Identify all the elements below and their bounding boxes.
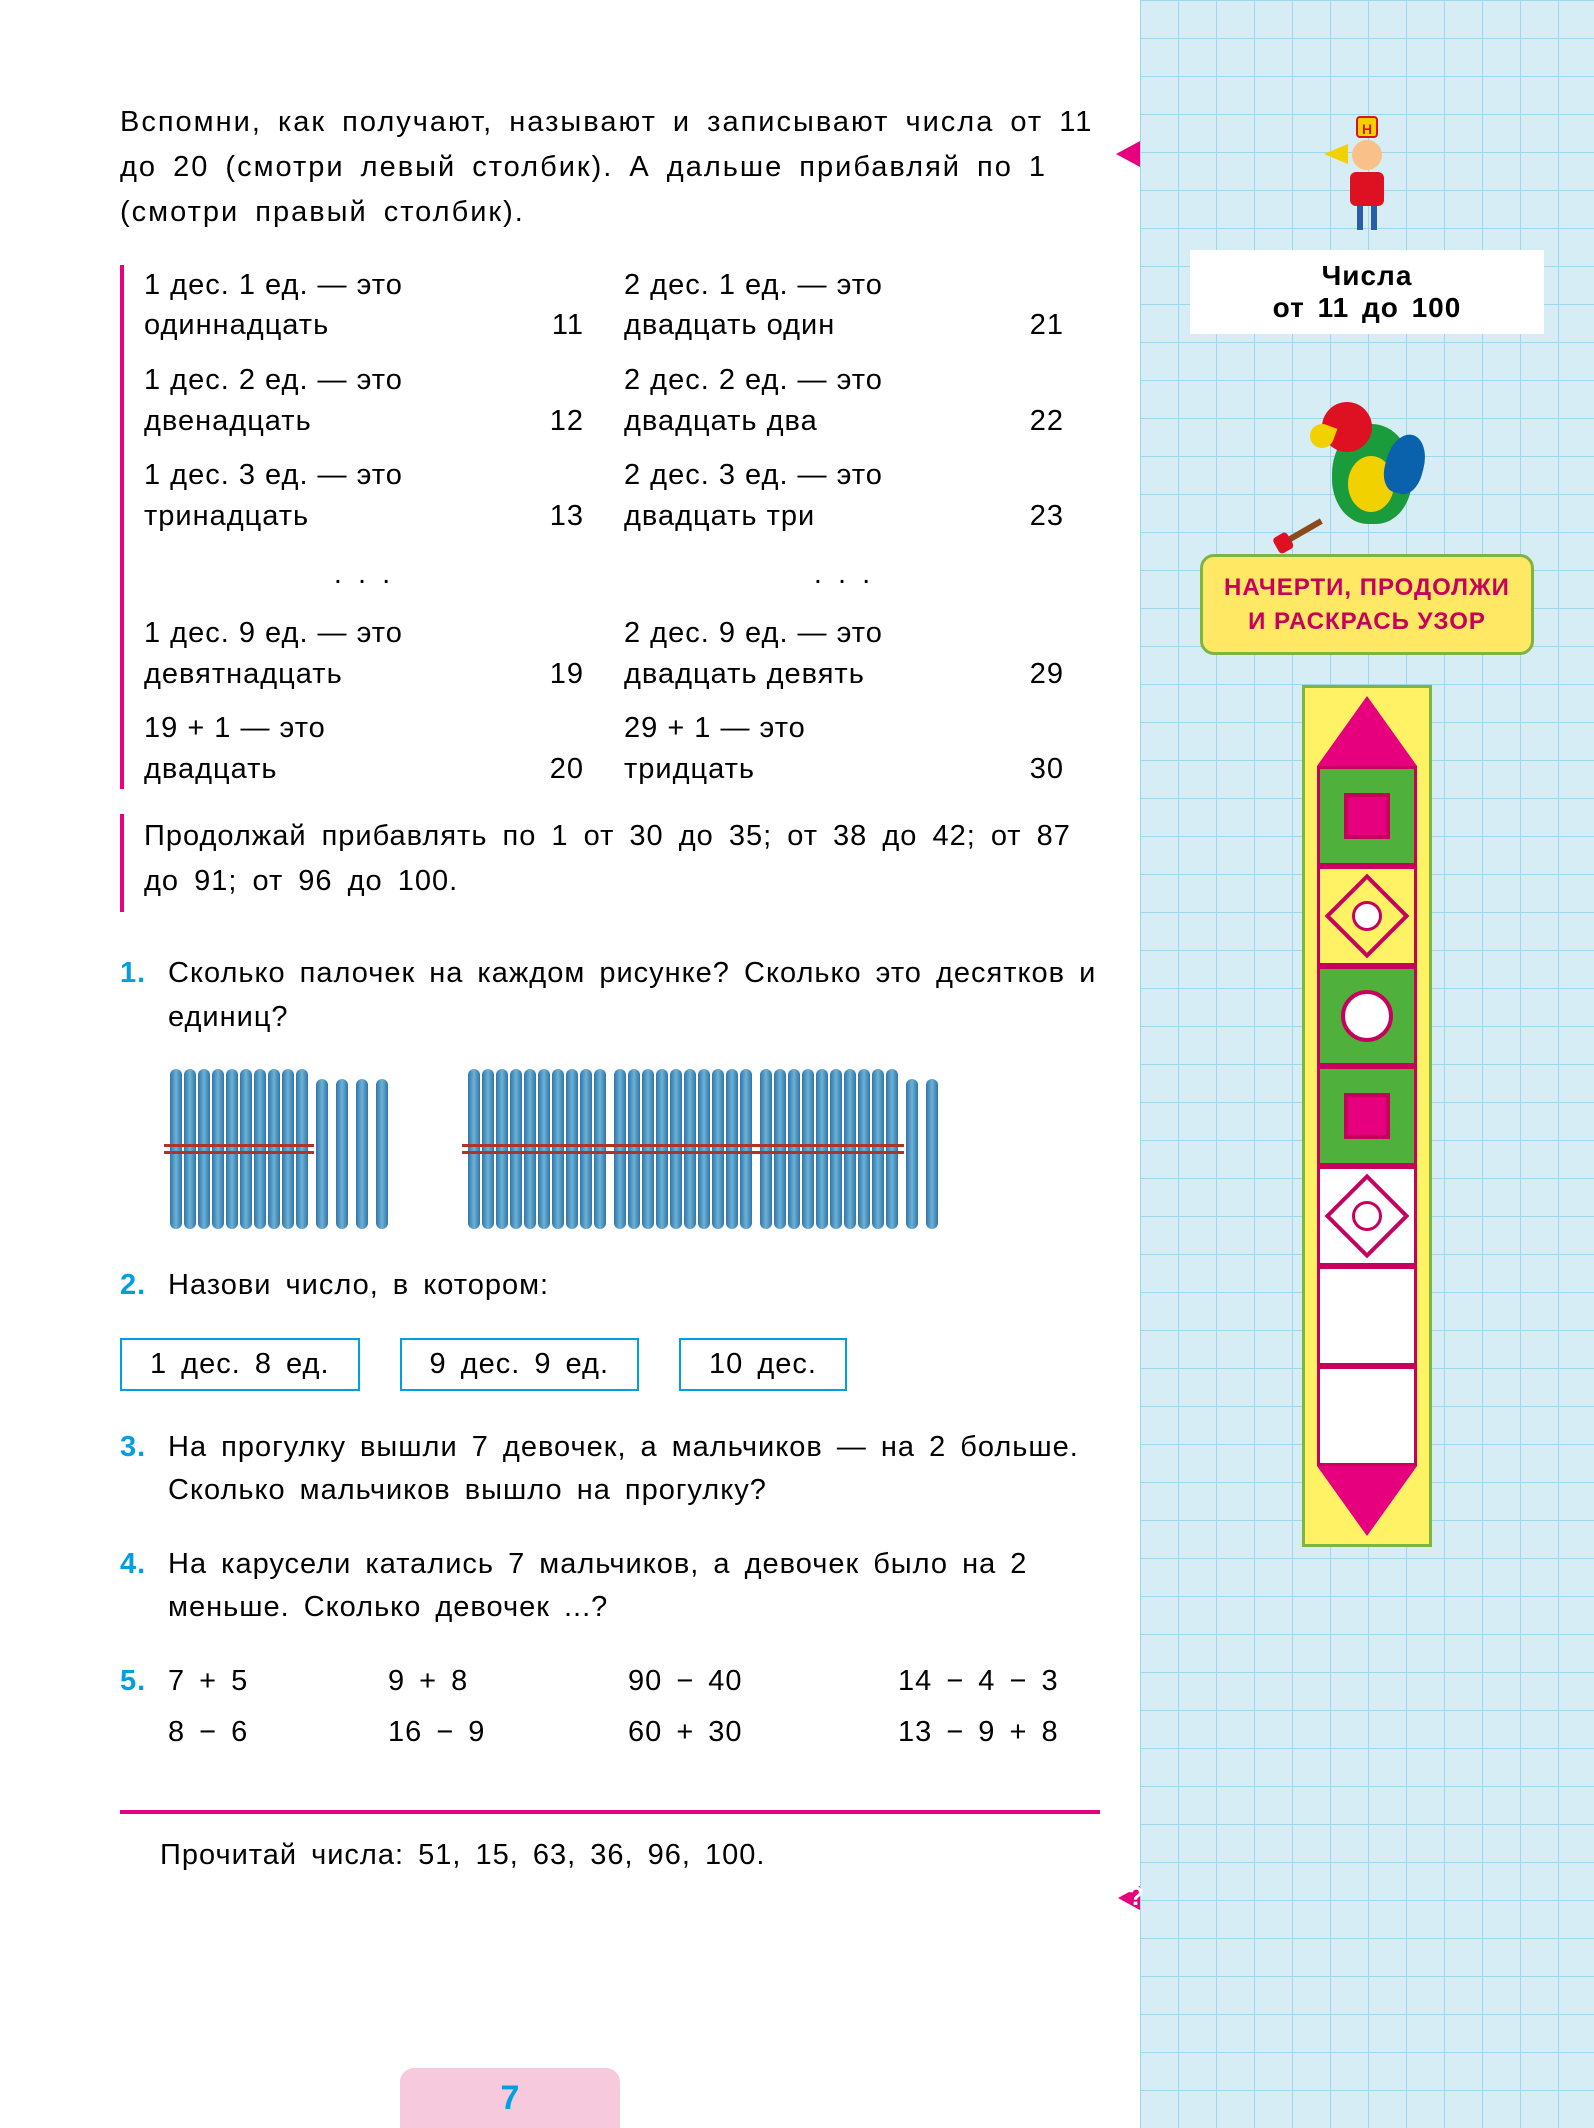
page-number: 7: [400, 2068, 620, 2128]
pattern-strip: [1302, 685, 1432, 1547]
number-words-table: 1 дес. 1 ед. — это одиннадцать11 2 дес. …: [120, 265, 1100, 790]
stick-bundle: [170, 1069, 308, 1229]
intro-text: Вспомни, как получают, называют и записы…: [120, 100, 1100, 235]
question-mark-icon: ?: [1128, 1881, 1144, 1912]
triangle-down-icon: [1317, 1466, 1417, 1536]
task-5: 5. 7 + 5 9 + 8 90 − 40 14 − 4 − 3 8 − 6 …: [120, 1660, 1100, 1780]
sidebar: Н Числа от 11 до 100 НАЧЕРТИ, ПРОДОЛЖИ И…: [1140, 0, 1594, 2128]
pattern-cell-empty: [1317, 1366, 1417, 1466]
task-4: 4. На карусели катались 7 мальчиков, а д…: [120, 1543, 1100, 1630]
pattern-cell: [1317, 966, 1417, 1066]
continue-text: Продолжай прибавлять по 1 от 30 до 35; о…: [120, 814, 1100, 912]
pattern-cell: [1317, 866, 1417, 966]
box-cell: 9 дес. 9 ед.: [400, 1338, 640, 1391]
draw-continue-sign: НАЧЕРТИ, ПРОДОЛЖИ И РАСКРАСЬ УЗОР: [1200, 554, 1534, 655]
task-1: 1. Сколько палочек на каждом рисунке? Ск…: [120, 952, 1100, 1039]
task-2-boxes: 1 дес. 8 ед. 9 дес. 9 ед. 10 дес.: [120, 1338, 1100, 1391]
pattern-cell: [1317, 1066, 1417, 1166]
task-3: 3. На прогулку вышли 7 девочек, а мальчи…: [120, 1426, 1100, 1513]
pattern-cell: [1317, 1166, 1417, 1266]
box-cell: 1 дес. 8 ед.: [120, 1338, 360, 1391]
task-2: 2. Назови число, в котором:: [120, 1264, 1100, 1308]
row-top: 1 дес. 1 ед. — это: [144, 265, 584, 306]
sticks-illustration: [170, 1069, 1100, 1229]
triangle-up-icon: [1317, 696, 1417, 766]
pink-divider: [120, 1810, 1100, 1814]
child-character-icon: Н: [1327, 140, 1407, 240]
pattern-cell-empty: [1317, 1266, 1417, 1366]
sidebar-title: Числа от 11 до 100: [1190, 250, 1544, 334]
pattern-cell: [1317, 766, 1417, 866]
parrot-character-icon: [1292, 394, 1442, 544]
main-column: Вспомни, как получают, называют и записы…: [0, 0, 1140, 2128]
read-numbers: Прочитай числа: 51, 15, 63, 36, 96, 100.: [160, 1839, 1100, 1872]
box-cell: 10 дес.: [679, 1338, 847, 1391]
